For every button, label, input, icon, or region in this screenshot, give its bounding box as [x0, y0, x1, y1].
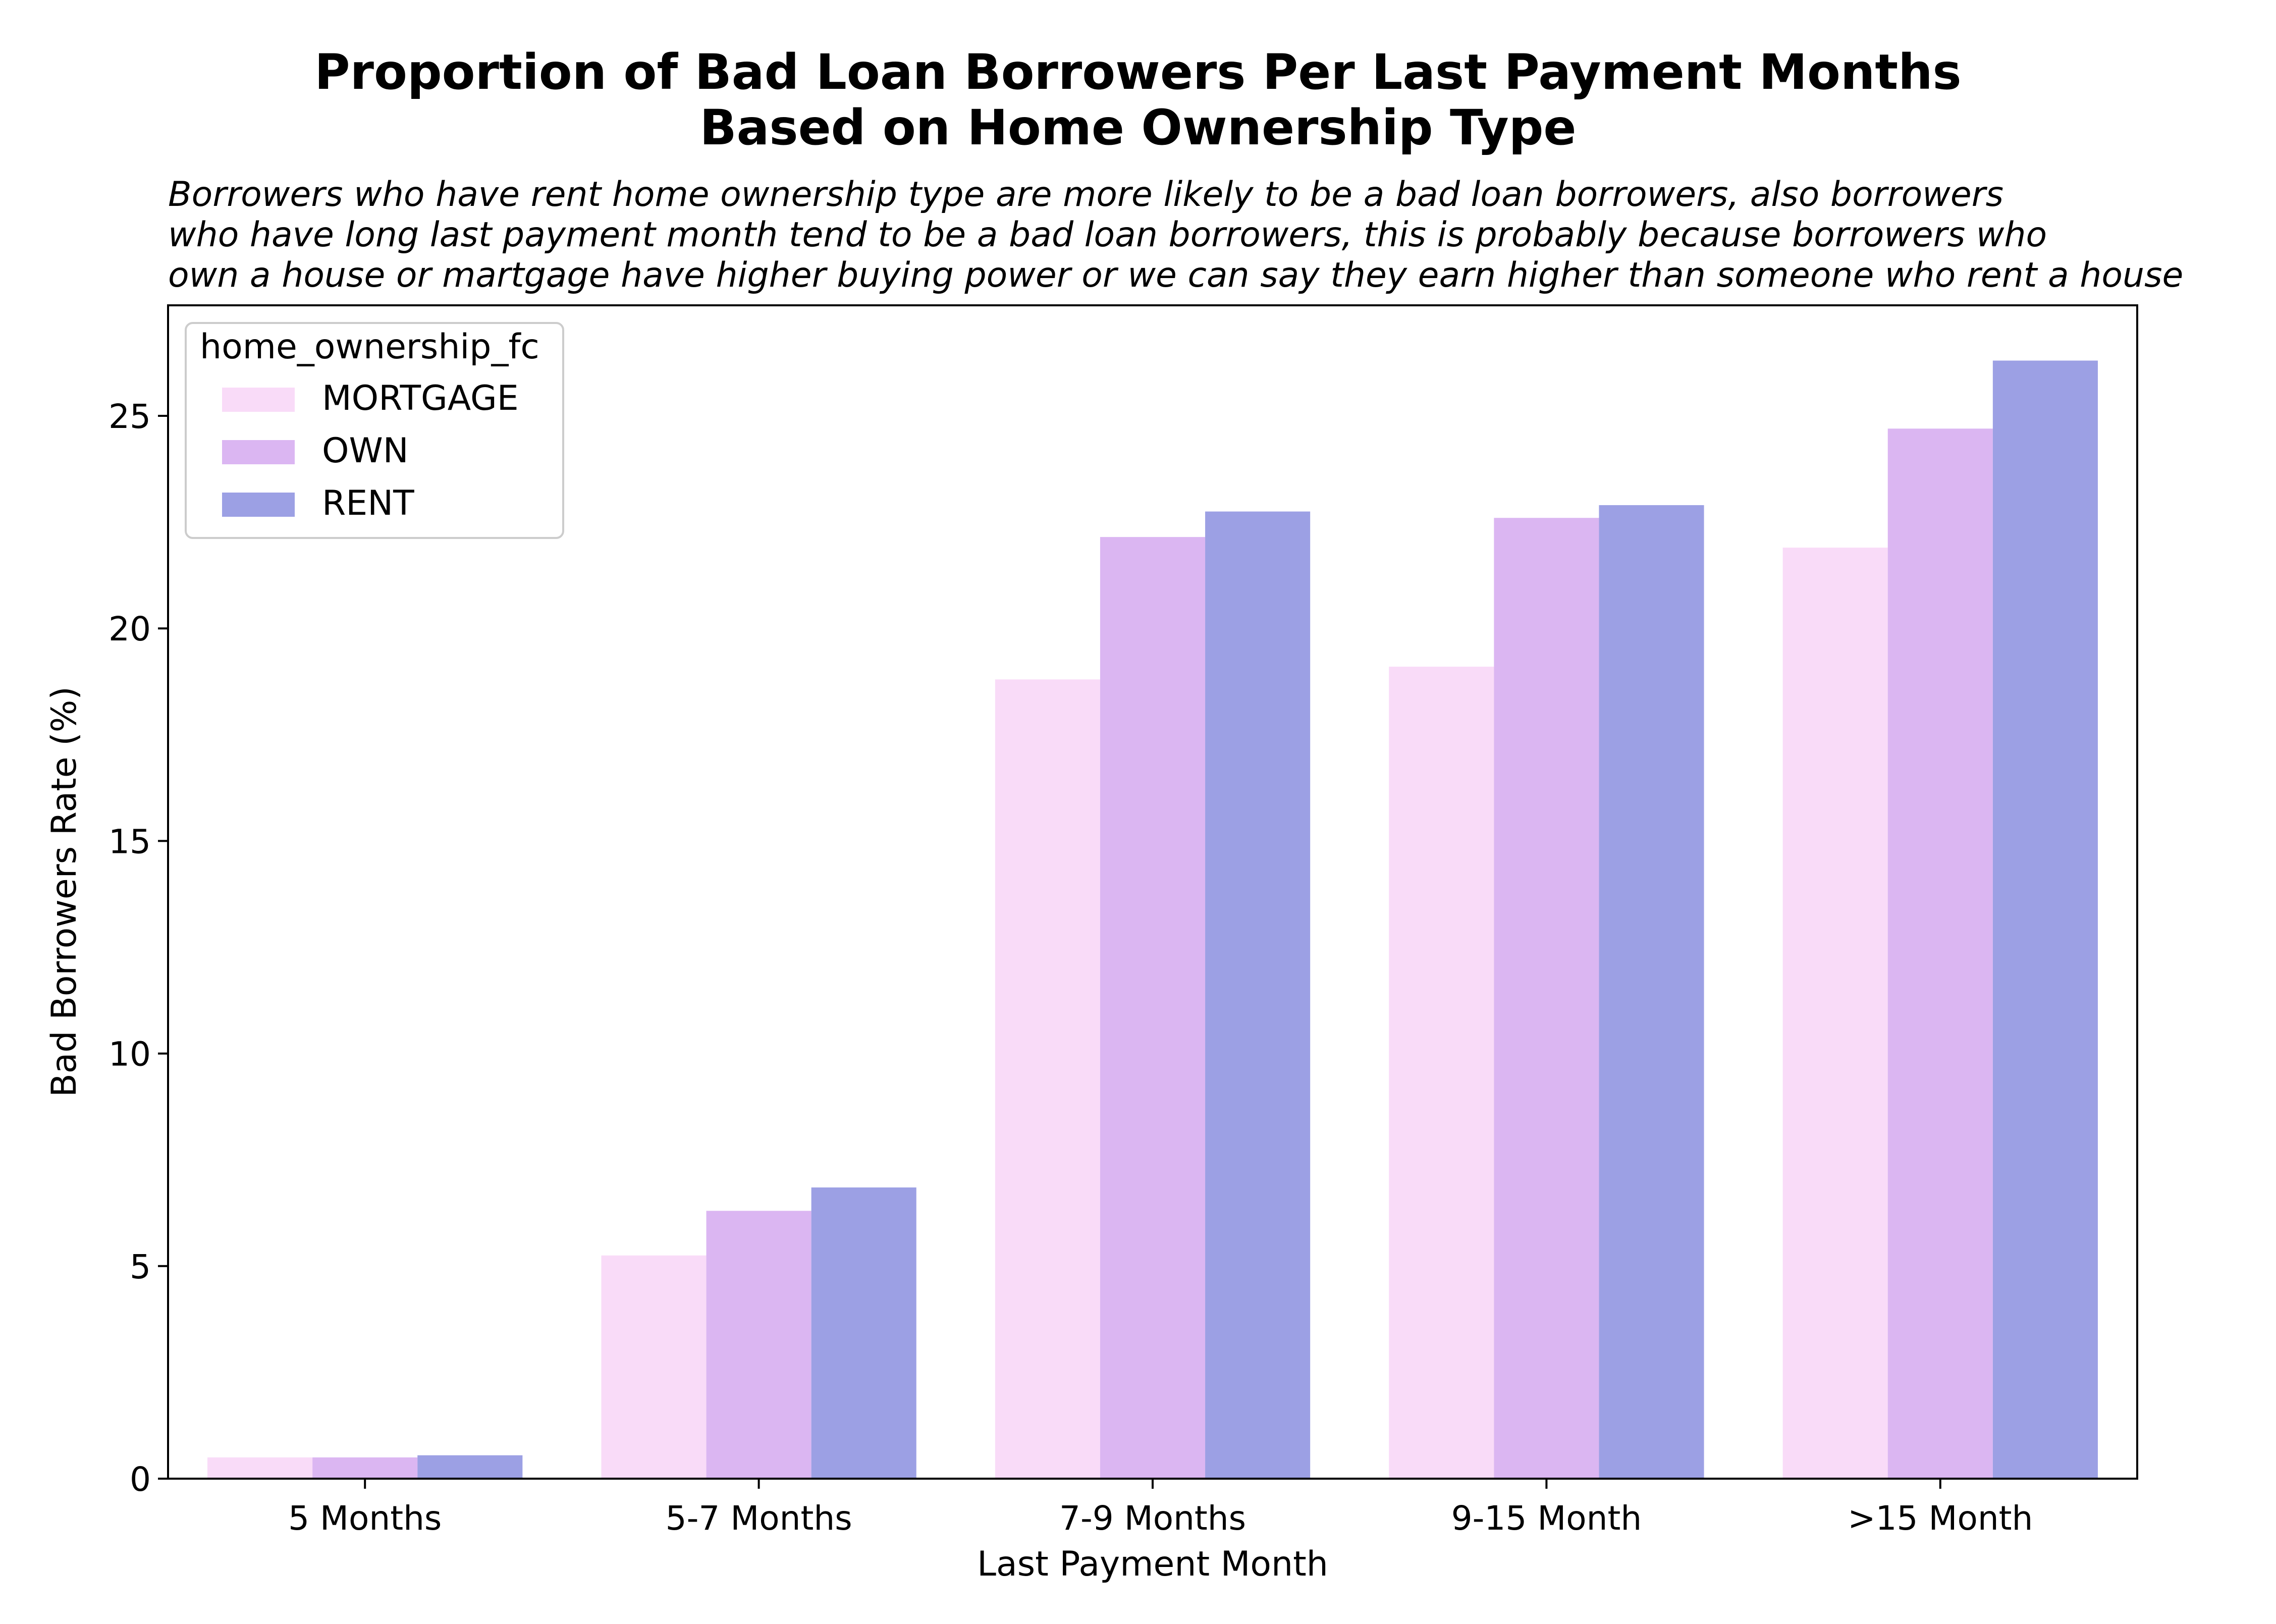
y-axis-label: Bad Borrowers Rate (%) [44, 686, 84, 1097]
chart-title-line-1: Proportion of Bad Loan Borrowers Per Las… [314, 44, 1962, 100]
bar-rent-2 [1205, 511, 1311, 1479]
bar-own-0 [312, 1457, 418, 1479]
chart-subtitle-line-2: who have long last payment month tend to… [168, 215, 2047, 255]
x-tick-label: 5 Months [288, 1499, 442, 1538]
y-tick-label: 15 [109, 822, 151, 861]
x-tick-label: 7-9 Months [1059, 1499, 1246, 1538]
legend-items: MORTGAGE OWN RENT [222, 378, 519, 523]
bars-group [207, 360, 2098, 1479]
legend: home_ownership_fc MORTGAGE OWN RENT [185, 322, 564, 539]
x-tick-label: 9-15 Month [1451, 1499, 1642, 1538]
legend-swatch-own [222, 440, 295, 464]
chart-subtitle-line-1: Borrowers who have rent home ownership t… [168, 175, 2004, 214]
y-tick-label: 5 [130, 1248, 151, 1286]
legend-swatch-rent [222, 493, 295, 517]
legend-label-mortgage: MORTGAGE [322, 378, 519, 418]
x-tick-label: 5-7 Months [666, 1499, 852, 1538]
bar-mortgage-0 [207, 1457, 313, 1479]
x-axis-label: Last Payment Month [977, 1544, 1328, 1584]
legend-title: home_ownership_fc [200, 327, 539, 367]
legend-swatch-mortgage [222, 388, 295, 412]
bar-own-1 [706, 1211, 811, 1479]
bar-rent-1 [811, 1187, 916, 1479]
legend-box [185, 322, 564, 539]
bar-rent-4 [1992, 360, 2098, 1479]
bar-own-3 [1494, 518, 1599, 1479]
y-tick-label: 0 [130, 1460, 151, 1499]
chart-subtitle-line-3: own a house or martgage have higher buyi… [168, 255, 2184, 295]
bar-own-4 [1887, 428, 1993, 1479]
bar-own-2 [1100, 537, 1206, 1479]
bar-mortgage-4 [1782, 548, 1888, 1479]
bar-rent-3 [1599, 505, 1704, 1479]
y-tick-label: 10 [109, 1035, 151, 1074]
y-tick-label: 20 [109, 610, 151, 648]
x-axis: 5 Months 5-7 Months 7-9 Months 9-15 Month >1… [288, 1479, 2033, 1538]
bar-rent-0 [417, 1455, 523, 1479]
x-tick-label: >15 Month [1848, 1499, 2033, 1538]
legend-label-rent: RENT [322, 483, 414, 523]
y-tick-label: 25 [109, 397, 151, 436]
bar-mortgage-2 [995, 679, 1100, 1479]
y-axis: 0 5 10 15 20 25 [109, 397, 168, 1499]
chart-title-line-2: Based on Home Ownership Type [699, 99, 1577, 156]
legend-label-own: OWN [322, 431, 409, 471]
bar-mortgage-3 [1389, 667, 1494, 1479]
bar-mortgage-1 [601, 1255, 707, 1479]
